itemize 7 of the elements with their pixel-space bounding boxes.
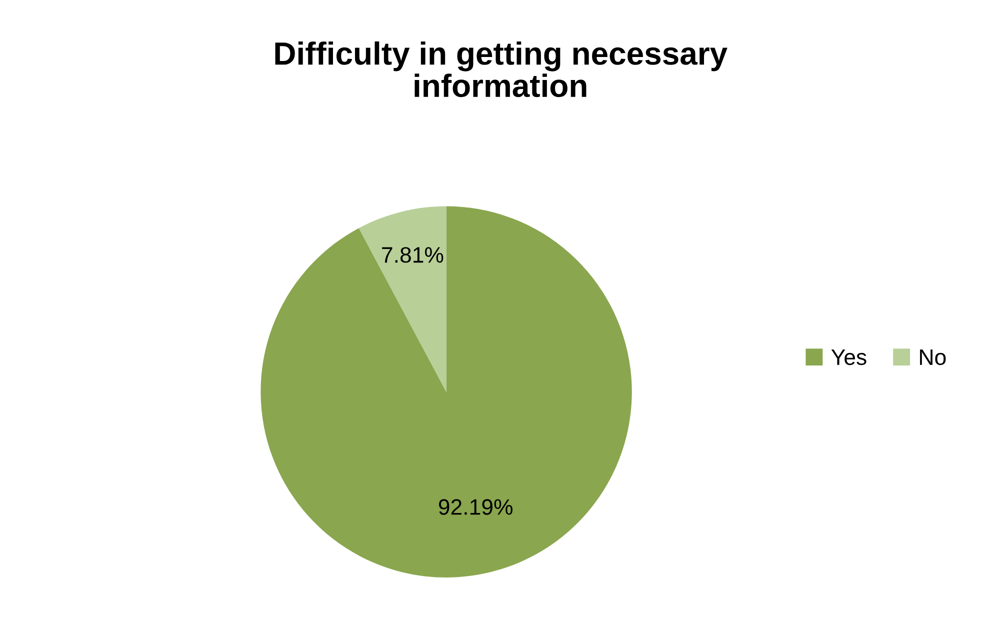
chart-title: Difficulty in getting necessary information [275,41,728,98]
data-label: 92.19% [438,499,512,515]
legend-label: No [920,350,946,366]
legend-label: Yes [831,350,866,366]
data-label: 7.81% [382,247,444,263]
pie-slice [260,206,632,578]
pie-slice [358,206,446,392]
